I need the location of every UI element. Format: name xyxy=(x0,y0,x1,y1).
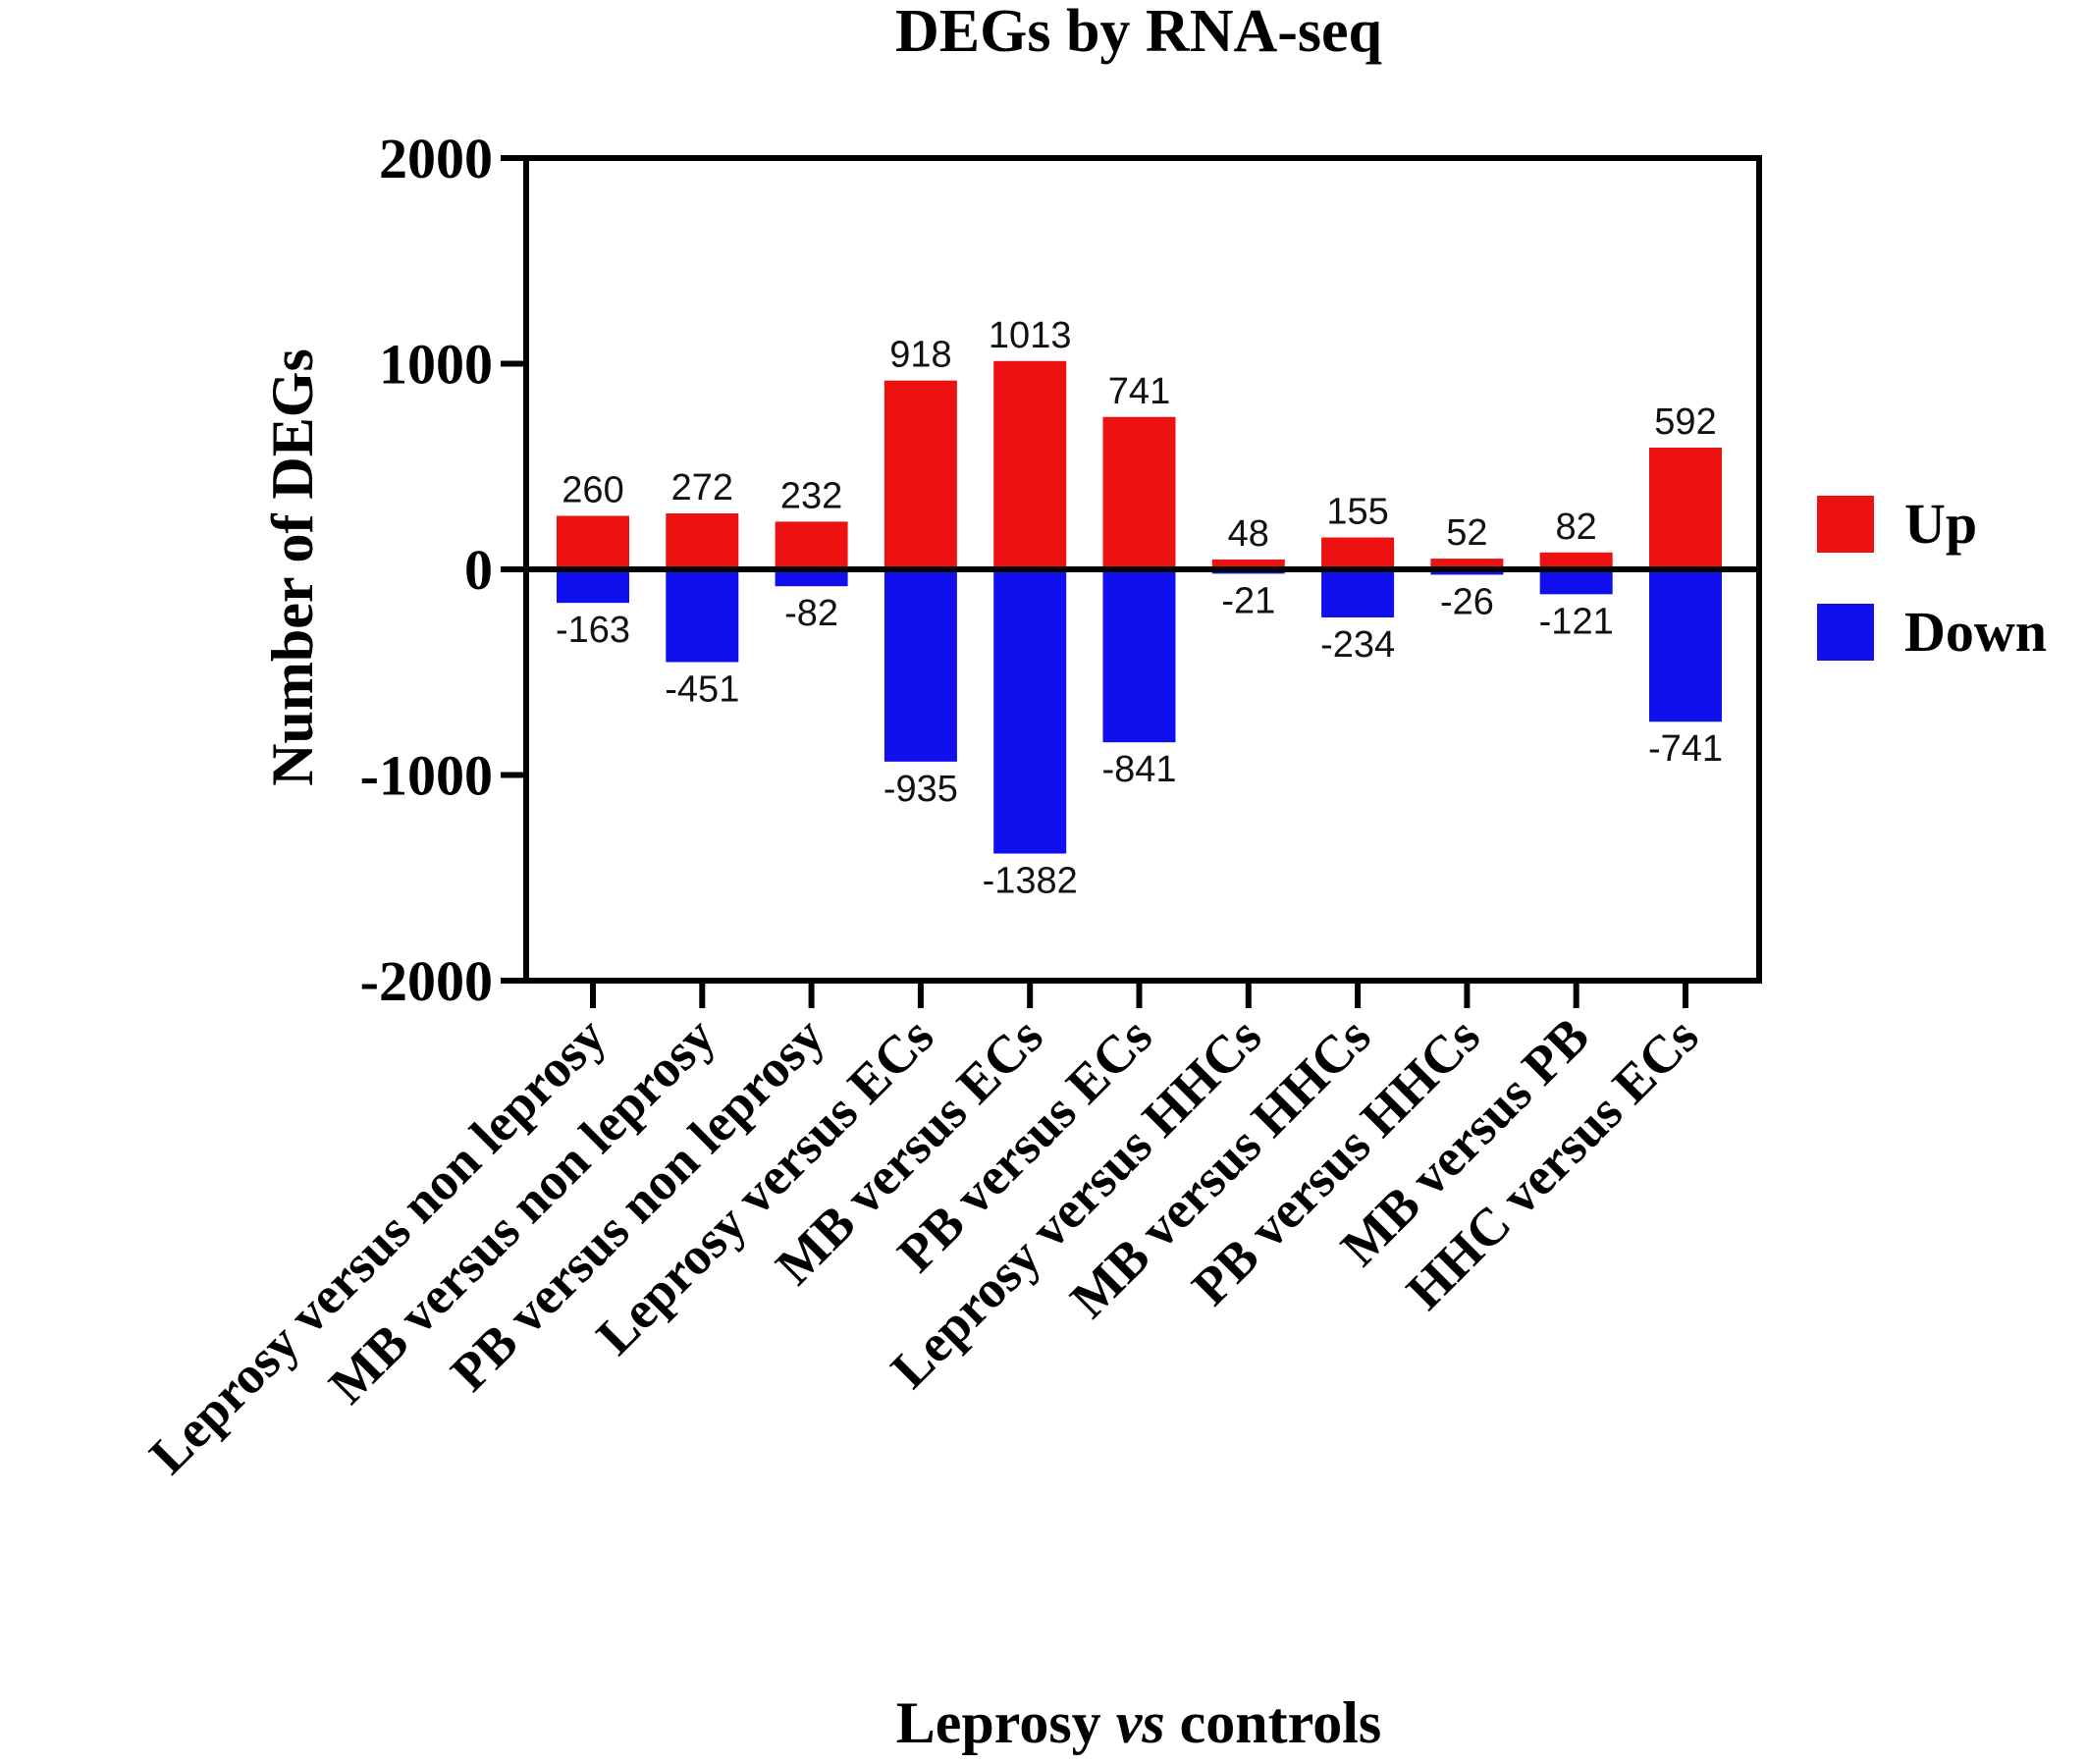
up-bar xyxy=(993,360,1067,569)
x-tick-label: Leprosy versus non leprosy xyxy=(138,1006,617,1485)
down-bar xyxy=(666,569,739,663)
up-value-label: 918 xyxy=(889,335,951,376)
up-value-label: 741 xyxy=(1108,371,1170,412)
legend-down-swatch xyxy=(1817,604,1874,661)
down-value-label: -1382 xyxy=(983,861,1078,902)
legend-up-label: Up xyxy=(1904,492,1977,556)
up-bar xyxy=(1649,447,1722,569)
x-axis-title-part-2: vs xyxy=(1116,1690,1165,1755)
down-value-label: -163 xyxy=(556,610,630,651)
y-tick-label: 2000 xyxy=(379,127,493,190)
up-bar xyxy=(1211,559,1285,569)
up-bar xyxy=(557,515,629,569)
up-bar xyxy=(1321,537,1395,569)
down-bar xyxy=(883,569,957,762)
y-tick-label: -1000 xyxy=(360,744,493,808)
up-value-label: 1013 xyxy=(989,315,1072,356)
y-tick-label: -2000 xyxy=(360,949,493,1013)
up-value-label: 260 xyxy=(562,470,623,511)
down-bar xyxy=(1102,569,1176,743)
up-bar xyxy=(775,521,848,569)
x-axis-title: Leprosy vs controls xyxy=(896,1690,1381,1755)
x-axis-title-part-3: controls xyxy=(1165,1690,1382,1755)
down-bar xyxy=(993,569,1067,854)
down-value-label: -21 xyxy=(1221,580,1275,621)
down-bar xyxy=(1649,569,1722,722)
y-axis-title: Number of DEGs xyxy=(260,348,325,786)
up-bar xyxy=(666,513,739,569)
up-value-label: 155 xyxy=(1326,492,1388,533)
chart-title: DEGs by RNA-seq xyxy=(895,0,1382,65)
up-value-label: 272 xyxy=(671,467,733,508)
legend-down-label: Down xyxy=(1904,600,2047,664)
up-bar xyxy=(883,380,957,569)
up-bar xyxy=(1539,552,1613,569)
down-value-label: -841 xyxy=(1101,749,1176,790)
y-ticks-group: 2000 1000 0 -1000 -2000 xyxy=(360,127,526,1013)
bars-group xyxy=(557,360,1722,854)
y-tick-label: 1000 xyxy=(379,333,493,397)
up-bar xyxy=(1102,416,1176,569)
up-value-label: 592 xyxy=(1654,401,1716,443)
up-value-label: 52 xyxy=(1446,512,1487,554)
down-value-label: -741 xyxy=(1648,728,1723,770)
down-bar xyxy=(775,569,848,587)
data-labels-group: 260 272 232 918 1013 741 48 155 52 82 592 -163 -451 -… xyxy=(556,315,1723,902)
down-value-label: -82 xyxy=(784,593,838,634)
legend-up-swatch xyxy=(1817,496,1874,553)
up-value-label: 48 xyxy=(1228,513,1269,555)
down-value-label: -935 xyxy=(883,769,958,810)
legend: Up Down xyxy=(1817,492,2047,664)
down-bar xyxy=(557,569,629,604)
up-value-label: 82 xyxy=(1556,507,1597,548)
up-value-label: 232 xyxy=(780,475,842,516)
down-value-label: -121 xyxy=(1539,601,1614,642)
y-tick-label: 0 xyxy=(464,538,493,602)
down-bar xyxy=(1539,569,1613,595)
down-value-label: -451 xyxy=(665,668,739,710)
x-axis-title-part-1: Leprosy xyxy=(896,1690,1116,1755)
down-value-label: -234 xyxy=(1320,624,1395,666)
down-value-label: -26 xyxy=(1440,581,1494,622)
down-bar xyxy=(1321,569,1395,618)
up-bar xyxy=(1430,559,1504,569)
